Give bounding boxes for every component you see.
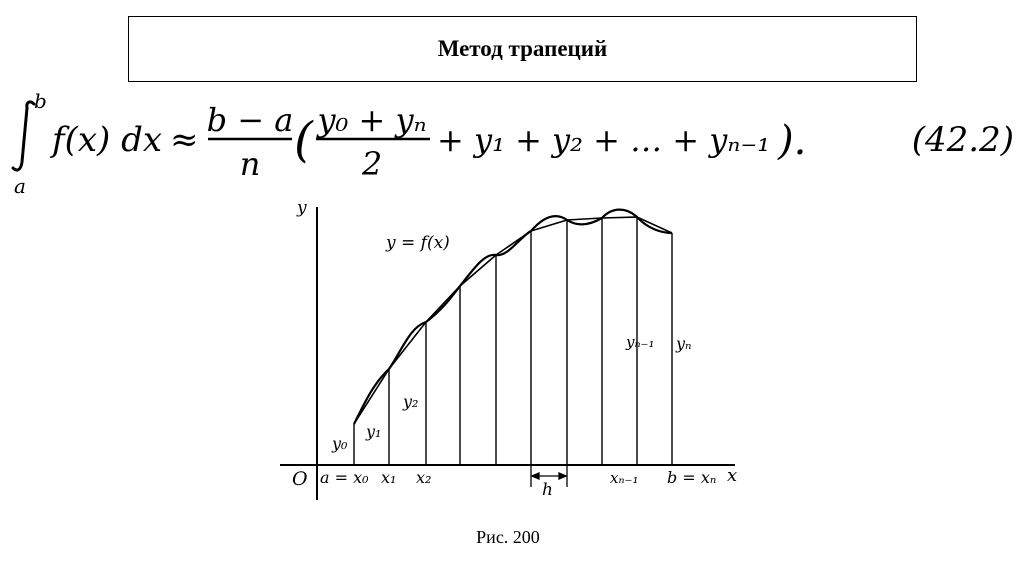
formula-number: (42.2) — [912, 120, 1014, 160]
label-b-xn: b = xₙ — [667, 468, 716, 487]
label-y2: y₂ — [402, 392, 418, 411]
inner-denominator: 2 — [361, 145, 382, 183]
trapezoid-chords — [353, 216, 673, 425]
label-yn: yₙ — [675, 334, 692, 353]
label-a-x0: a = x₀ — [320, 468, 369, 487]
lower-limit: a — [14, 174, 26, 196]
label-h: h — [542, 480, 553, 500]
label-xn1: xₙ₋₁ — [610, 469, 638, 487]
trapezoid-figure: y x O y = f(x) y₀ y₁ y₂ yₙ₋₁ yₙ a = x₀ — [270, 195, 770, 515]
ordinates — [353, 217, 673, 465]
origin-label: O — [292, 468, 308, 490]
figure-caption: Рис. 200 — [476, 527, 540, 547]
fraction-denominator: n — [240, 145, 261, 183]
label-yn1: yₙ₋₁ — [625, 333, 654, 351]
label-x2: x₂ — [416, 468, 431, 487]
page-title: Метод трапеций — [437, 36, 608, 61]
integrand: f(x) dx — [49, 120, 162, 160]
x-axis-label: x — [727, 465, 737, 486]
fraction-numerator: b − a — [207, 101, 294, 139]
paren-close: ). — [777, 118, 806, 164]
figure-svg: y x O y = f(x) y₀ y₁ y₂ yₙ₋₁ yₙ a = x₀ — [280, 198, 737, 500]
trapezoid-formula: b a f(x) dx ≈ b − a n ( y₀ + yₙ 2 + y₁ +… — [0, 86, 1016, 198]
inner-numerator: y₀ + yₙ — [315, 101, 426, 139]
curve-label: y = f(x) — [385, 233, 450, 253]
formula-svg: b a f(x) dx ≈ b − a n ( y₀ + yₙ 2 + y₁ +… — [11, 89, 1014, 198]
upper-limit: b — [34, 89, 47, 113]
paren-open: ( — [294, 112, 314, 168]
formula-tail: + y₁ + y₂ + … + yₙ₋₁ — [437, 121, 770, 159]
integral-sign — [11, 100, 36, 172]
step-arrowhead-right — [558, 472, 568, 480]
title-box: Метод трапеций — [128, 16, 917, 82]
function-curve — [353, 208, 673, 425]
label-y0: y₀ — [331, 434, 348, 453]
label-y1: y₁ — [365, 422, 381, 441]
step-marker — [530, 465, 568, 487]
label-x1: x₁ — [381, 468, 396, 487]
approx-sign: ≈ — [170, 120, 199, 160]
step-arrowhead-left — [530, 472, 540, 480]
y-axis-label: y — [296, 198, 307, 218]
